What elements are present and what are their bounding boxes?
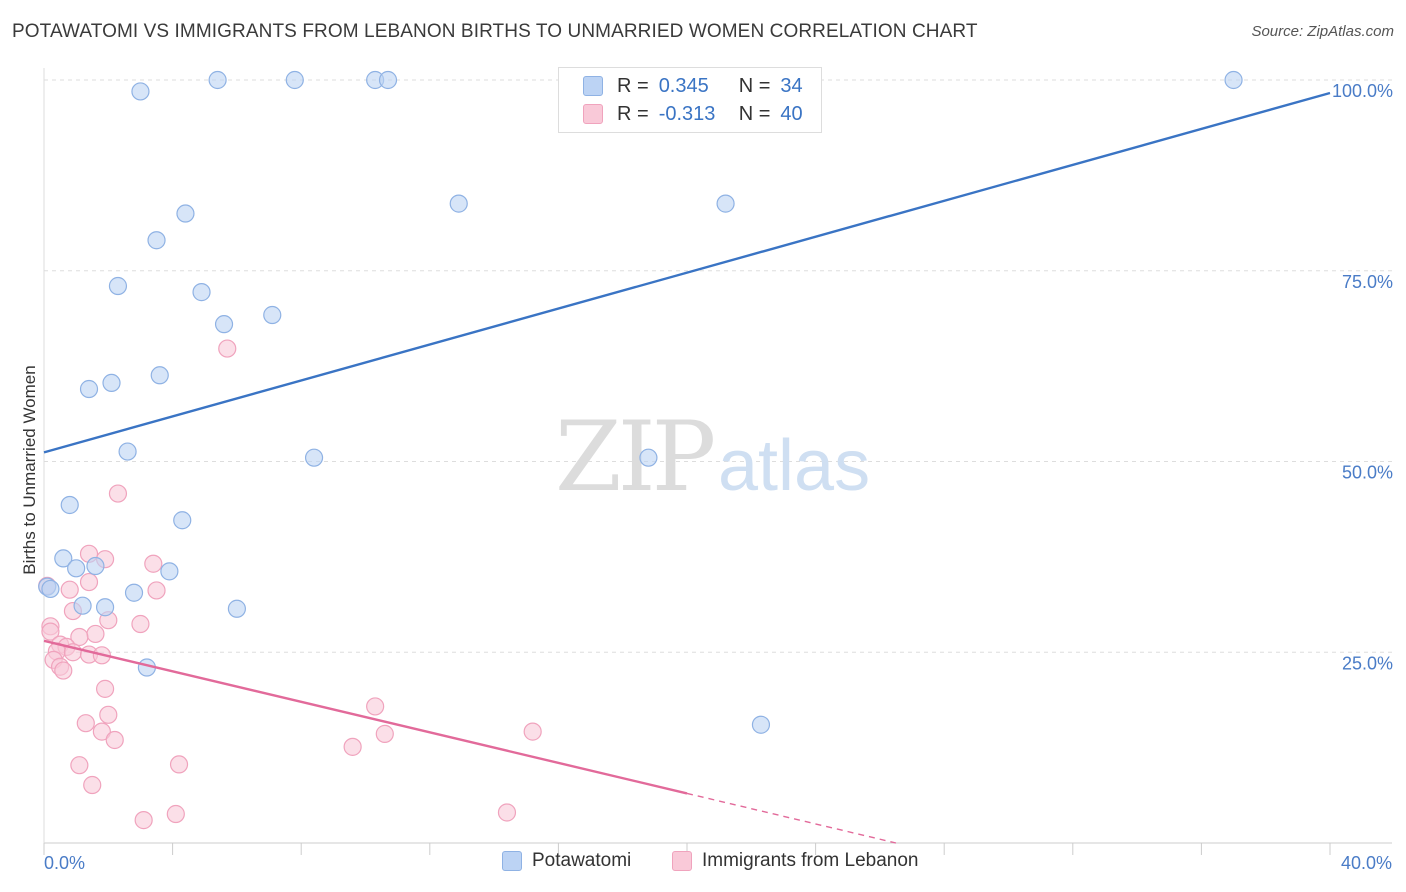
lebanon-point	[70, 627, 89, 647]
legend-n-label-1: N =	[738, 74, 771, 97]
potawatomi-point	[118, 442, 137, 461]
potawatomi-point	[208, 70, 227, 90]
x-axis-ticks	[43, 843, 1331, 855]
potawatomi-point	[176, 204, 195, 223]
potawatomi-point	[108, 276, 128, 296]
x-tick-label-max: 40.0%	[1340, 853, 1392, 873]
legend-r-label-2: R =	[617, 102, 649, 125]
lebanon-point	[366, 697, 385, 716]
potawatomi-point	[192, 283, 211, 302]
potawatomi-point	[173, 511, 192, 530]
potawatomi-point	[639, 448, 658, 467]
potawatomi-point	[41, 579, 60, 599]
potawatomi-point	[54, 549, 73, 568]
lebanon-point	[95, 679, 115, 698]
bottom-legend-potawatomi: Potawatomi	[502, 850, 631, 872]
lebanon-point	[144, 554, 163, 573]
y-tick-label: 100.0%	[1332, 81, 1393, 101]
bottom-legend-swatch-blue	[502, 851, 522, 871]
legend-r-value-1: 0.345	[658, 74, 709, 97]
legend-swatch-pink	[583, 104, 603, 124]
lebanon-point	[169, 755, 189, 774]
bottom-legend-label-lebanon: Immigrants from Lebanon	[702, 850, 919, 871]
potawatomi-point	[285, 70, 304, 90]
y-tick-label: 25.0%	[1342, 653, 1393, 673]
watermark-zip: ZIP	[555, 401, 714, 513]
potawatomi-point	[378, 70, 398, 90]
lebanon-point	[218, 339, 237, 358]
potawatomi-point	[131, 82, 150, 101]
potawatomi-point	[60, 495, 79, 515]
lebanon-trend-line	[43, 639, 688, 795]
potawatomi-trend-line	[43, 91, 1331, 454]
lebanon-point	[60, 580, 79, 599]
lebanon-point	[41, 622, 60, 641]
lebanon-point	[70, 756, 89, 775]
legend-row-potawatomi: R = 0.345 N = 34	[583, 72, 803, 100]
legend-r-label-1: R =	[617, 74, 649, 97]
legend-swatch-blue	[583, 76, 603, 96]
lebanon-point	[523, 722, 542, 741]
potawatomi-point	[1224, 70, 1243, 90]
potawatomi-point	[95, 598, 115, 617]
bottom-legend-label-potawatomi: Potawatomi	[532, 850, 632, 871]
legend-n-value-1: 34	[780, 74, 803, 97]
source-label: Source: ZipAtlas.com	[1251, 23, 1394, 40]
lebanon-point	[99, 705, 118, 724]
bottom-legend-lebanon: Immigrants from Lebanon	[672, 850, 919, 872]
potawatomi-point	[160, 562, 179, 581]
potawatomi-point	[86, 556, 105, 576]
potawatomi-point	[304, 448, 324, 467]
potawatomi-point	[263, 305, 282, 325]
potawatomi-point	[214, 315, 234, 334]
legend-n-value-2: 40	[780, 102, 803, 125]
legend-n-label-2: N =	[738, 102, 771, 125]
y-tick-label: 75.0%	[1342, 272, 1393, 292]
potawatomi-point	[73, 596, 92, 615]
grid-lines	[44, 79, 1392, 653]
chart-title: POTAWATOMI VS IMMIGRANTS FROM LEBANON BI…	[12, 21, 978, 42]
lebanon-point	[105, 730, 124, 750]
legend-r-value-2: -0.313	[658, 102, 716, 125]
y-tick-labels: 25.0% 50.0% 75.0% 100.0%	[1332, 81, 1393, 673]
potawatomi-point	[79, 379, 99, 399]
legend-row-lebanon: R = -0.313 N = 40	[583, 100, 803, 128]
potawatomi-point	[751, 715, 771, 734]
bottom-legend-swatch-pink	[672, 851, 692, 871]
lebanon-point	[497, 803, 517, 822]
lebanon-point	[375, 724, 394, 743]
lebanon-point	[54, 661, 73, 680]
potawatomi-point	[147, 231, 166, 250]
x-tick-label-min: 0.0%	[44, 853, 86, 873]
lebanon-point	[83, 775, 102, 795]
watermark-atlas: atlas	[718, 426, 870, 506]
potawatomi-points	[38, 70, 1243, 734]
trend-lines	[43, 91, 1331, 844]
lebanon-point	[166, 804, 185, 824]
lebanon-point	[76, 714, 95, 733]
lebanon-point	[92, 722, 111, 741]
potawatomi-point	[449, 194, 468, 213]
lebanon-points	[38, 339, 542, 830]
potawatomi-point	[716, 194, 735, 213]
potawatomi-point	[150, 366, 169, 385]
lebanon-point	[134, 811, 153, 830]
lebanon-point	[86, 624, 105, 644]
y-tick-label: 50.0%	[1342, 463, 1393, 483]
potawatomi-point	[227, 599, 246, 618]
correlation-legend: R = 0.345 N = 34 R = -0.313 N = 40	[558, 67, 822, 133]
lebanon-trend-extension	[686, 792, 897, 844]
potawatomi-point	[67, 559, 86, 578]
potawatomi-point	[124, 583, 144, 602]
lebanon-point	[343, 737, 362, 756]
lebanon-point	[108, 484, 128, 503]
watermark: ZIP atlas	[555, 401, 870, 513]
lebanon-point	[131, 614, 150, 634]
lebanon-point	[147, 581, 166, 600]
potawatomi-point	[102, 373, 121, 393]
lebanon-point	[79, 572, 99, 592]
